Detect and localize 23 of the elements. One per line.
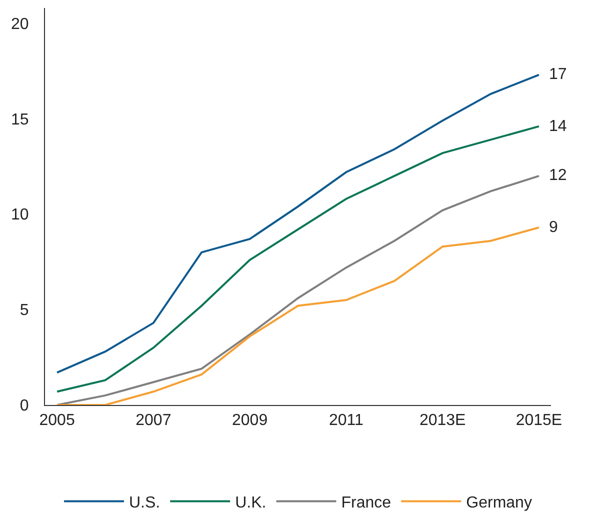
y-tick-label: 0 <box>20 398 29 415</box>
legend-label: France <box>341 494 392 512</box>
y-tick-label: 10 <box>11 206 29 224</box>
legend-label: Germany <box>466 494 532 512</box>
x-tick-label: 2009 <box>232 412 268 430</box>
x-tick-label: 2011 <box>328 412 364 430</box>
x-tick-label: 2005 <box>39 412 75 430</box>
line-series <box>56 125 540 393</box>
line-series <box>56 74 540 374</box>
x-tick-label: 2015E <box>516 412 562 430</box>
annotation: 14 <box>549 118 567 135</box>
y-tick-label: 15 <box>11 111 29 128</box>
line-series <box>56 174 540 405</box>
y-tick-label: 20 <box>11 16 29 33</box>
annotation: 12 <box>549 167 567 184</box>
legend-label: U.S. <box>129 494 160 512</box>
x-tick-label: 2013E <box>419 412 466 430</box>
annotation: 9 <box>549 219 558 236</box>
annotation: 17 <box>549 66 567 83</box>
y-tick-label: 5 <box>20 302 29 320</box>
line-series <box>56 226 540 405</box>
x-tick-label: 2007 <box>136 412 172 430</box>
legend-label: U.K. <box>235 494 266 512</box>
